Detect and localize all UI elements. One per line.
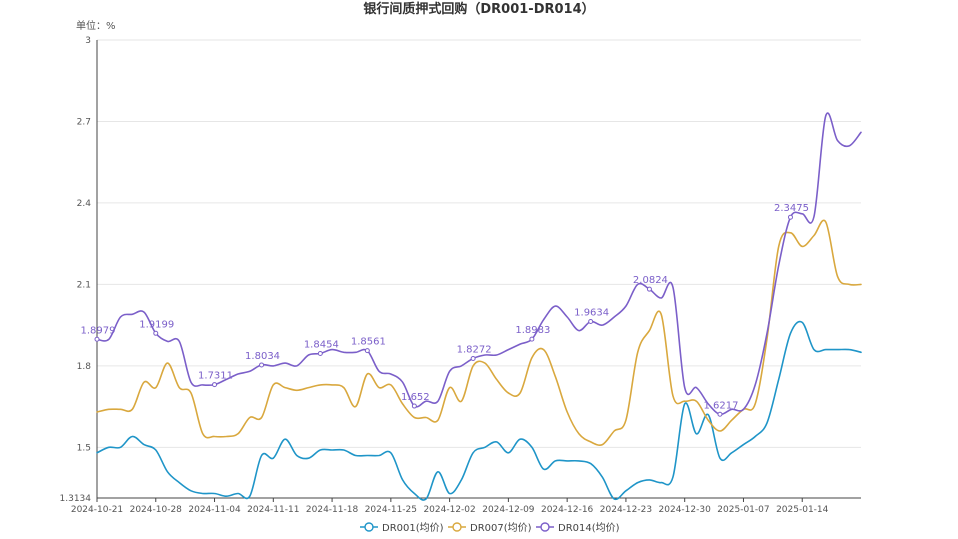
data-point (787, 214, 793, 220)
x-tick-label: 2024-11-04 (188, 505, 241, 515)
legend-label: DR001(均价) (382, 522, 444, 534)
data-point (317, 351, 323, 357)
data-label: 1.8454 (304, 340, 339, 351)
data-label: 1.8561 (351, 337, 386, 348)
legend-marker (364, 522, 374, 532)
legend-marker (540, 522, 550, 532)
series-line-0 (96, 320, 862, 501)
x-tick-label: 2024-10-21 (71, 505, 123, 515)
y-tick-label: 2.4 (77, 199, 92, 209)
x-tick-label: 2024-11-11 (247, 505, 299, 515)
x-axis: 2024-10-21 2024-10-28 2024-11-04 2024-11-11… (71, 497, 861, 515)
y-tick-label: 1.8 (77, 362, 92, 372)
y-tick-label: 3 (85, 36, 91, 46)
data-labels: 1.8979 1.9199 1.7311 1.8034 1.8454 1.8561 1.65… (81, 203, 809, 417)
data-point (588, 318, 594, 324)
y-tick-label: 2.7 (77, 117, 91, 127)
series-line-1 (96, 219, 862, 446)
x-tick-label: 2025-01-07 (717, 505, 769, 515)
data-label: 1.8983 (515, 325, 550, 336)
data-point (259, 362, 265, 368)
data-point (717, 411, 723, 417)
data-point (212, 382, 218, 388)
y-tick-label: 1.3134 (60, 494, 92, 504)
x-tick-label: 2024-12-23 (600, 505, 652, 515)
legend-item-2[interactable]: DR014(均价) (536, 522, 620, 534)
data-label: 1.652 (401, 392, 430, 403)
data-point (470, 355, 476, 361)
data-label: 1.9634 (574, 307, 609, 318)
data-point (364, 348, 370, 354)
y-axis: 1.3134 1.5 1.8 2.1 2.4 2.7 3 (60, 36, 98, 504)
legend-item-0[interactable]: DR001(均价) (360, 522, 444, 534)
y-tick-label: 2.1 (77, 280, 91, 290)
data-point (646, 286, 652, 292)
data-label: 1.8272 (457, 344, 492, 355)
data-label: 1.9199 (139, 319, 174, 330)
data-label: 1.7311 (198, 371, 233, 382)
x-tick-label: 2024-12-30 (659, 505, 712, 515)
x-tick-label: 2024-11-18 (306, 505, 359, 515)
series-lines (96, 112, 862, 501)
x-tick-label: 2025-01-14 (776, 505, 829, 515)
legend-label: DR014(均价) (558, 522, 620, 534)
legend-item-1[interactable]: DR007(均价) (448, 522, 532, 534)
x-tick-label: 2024-12-02 (423, 505, 475, 515)
legend[interactable]: DR001(均价) DR007(均价) DR014(均价) (360, 522, 620, 534)
unit-label: 单位：% (76, 19, 116, 32)
data-point (94, 336, 100, 342)
data-point (411, 403, 417, 409)
x-tick-label: 2024-12-09 (482, 505, 535, 515)
x-tick-label: 2024-12-16 (541, 505, 594, 515)
x-tick-label: 2024-10-28 (130, 505, 183, 515)
data-label: 1.8034 (245, 351, 280, 362)
x-tick-label: 2024-11-25 (365, 505, 417, 515)
gridlines (97, 39, 861, 448)
data-point (153, 330, 159, 336)
legend-label: DR007(均价) (470, 522, 532, 534)
data-label: 1.8979 (81, 325, 116, 336)
data-point (529, 336, 535, 342)
legend-marker (452, 522, 462, 532)
data-label: 1.6217 (703, 400, 738, 411)
y-tick-label: 1.5 (77, 443, 91, 453)
chart-title: 银行间质押式回购（DR001-DR014） (363, 1, 594, 17)
data-label: 2.3475 (774, 203, 809, 214)
data-label: 2.0824 (633, 275, 668, 286)
series-line-2 (96, 112, 862, 416)
